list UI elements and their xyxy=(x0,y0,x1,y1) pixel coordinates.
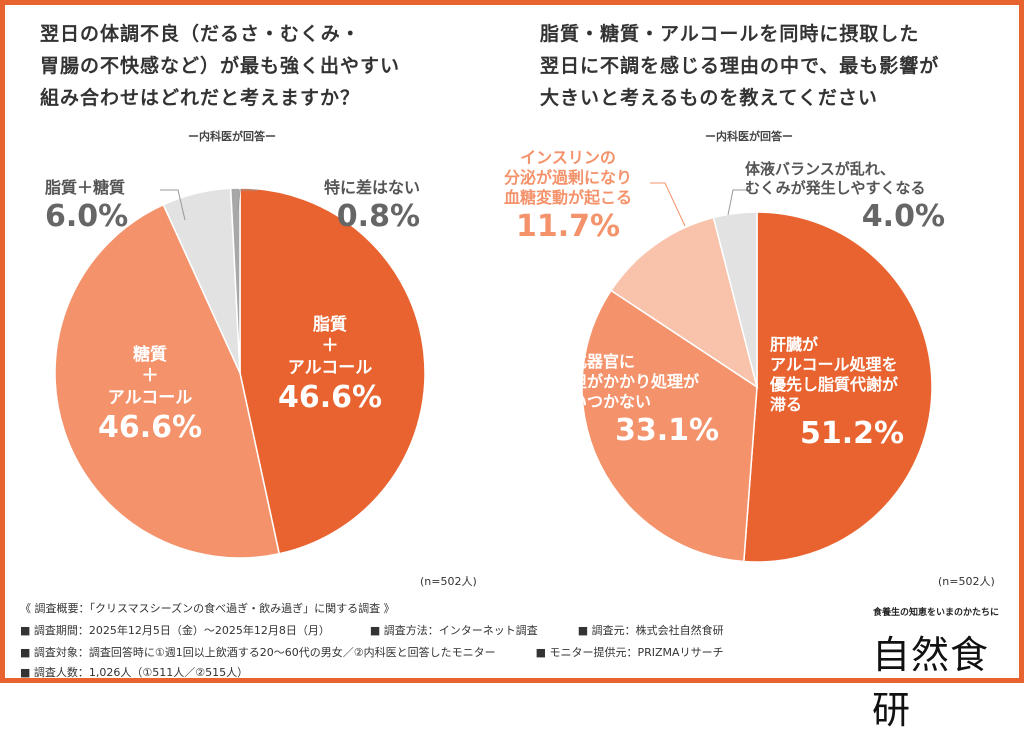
left-n: (n=502人) xyxy=(420,575,477,588)
label-line: 特に差はない xyxy=(323,178,420,197)
survey-period: ■ 調査期間：2025年12月5日（金）～2025年12月8日（月） xyxy=(20,624,330,637)
survey-count: ■ 調査人数：1,026人（①511人／②515人） xyxy=(20,666,249,679)
pie-slice xyxy=(54,203,281,559)
pie-slice xyxy=(229,187,241,374)
title-line: 組み合わせはどれだと考えますか？ xyxy=(40,87,361,109)
label-line: アルコール xyxy=(107,387,193,408)
survey-row: ■ 調査対象：調査回答時に①週1回以上飲酒する20～60代の男女／②内科医と回答… xyxy=(20,644,764,660)
label-line: 追いつかない xyxy=(555,392,652,411)
logo: 自然食研 xyxy=(872,633,990,732)
leader-line xyxy=(237,189,258,211)
pie-slice xyxy=(743,211,933,563)
leader-line xyxy=(727,189,752,216)
logo-tagline: 食養生の知恵をいまのかたちに xyxy=(873,608,1000,618)
label-line: 優先し脂質代謝が xyxy=(770,375,899,394)
label-line: 体液バランスが乱れ、 xyxy=(745,160,895,178)
right-pie xyxy=(581,211,933,563)
label-line: アルコール処理を xyxy=(770,355,898,374)
label-line: 肝臓が xyxy=(770,335,819,354)
slice-label-r1: 消化器官に 負担がかかり処理が 追いつかない 33.1% xyxy=(555,352,719,450)
slice-label-r2: インスリンの 分泌が過剰になり 血糖変動が起こる 11.7% xyxy=(478,148,658,246)
right-n: (n=502人) xyxy=(938,575,995,588)
slice-label-l0: 脂質＋アルコール 46.6% xyxy=(275,315,385,416)
slice-label-l3: 特に差はない 0.8% xyxy=(270,178,420,236)
label-line: 滞る xyxy=(770,395,803,414)
survey-provider: ■ モニター提供元：PRIZMAリサーチ xyxy=(535,646,724,659)
pct-label: 0.8% xyxy=(336,199,420,234)
survey-target: ■ 調査対象：調査回答時に①週1回以上飲酒する20～60代の男女／②内科医と回答… xyxy=(20,646,496,659)
title-line: 脂質・糖質・アルコールを同時に摂取した xyxy=(540,23,920,45)
pie-slice xyxy=(239,187,426,555)
pct-label: 51.2% xyxy=(800,416,905,451)
label-line: インスリンの xyxy=(520,148,616,167)
pct-label: 11.7% xyxy=(515,209,621,244)
label-line: ＋ xyxy=(141,366,159,387)
label-line: 負担がかかり処理が xyxy=(555,372,700,391)
label-line: むくみが発生しやすくなる xyxy=(745,178,926,197)
survey-row: ■ 調査期間：2025年12月5日（金）～2025年12月8日（月） ■ 調査方法… xyxy=(20,622,764,638)
slice-label-l1: 糖質＋アルコール 46.6% xyxy=(95,345,205,446)
label-line: 脂質 xyxy=(313,315,347,335)
slice-label-l2: 脂質＋糖質 6.0% xyxy=(45,178,128,236)
pct-label: 6.0% xyxy=(45,199,129,234)
pie-slice xyxy=(609,216,759,389)
leader-line xyxy=(650,182,686,227)
pct-label: 46.6% xyxy=(277,379,383,415)
leader-line xyxy=(160,189,186,221)
title-line: 翌日の体調不良（だるさ・むくみ・ xyxy=(40,23,361,45)
title-line: 翌日に不調を感じる理由の中で、最も影響が xyxy=(540,55,940,77)
label-line: ＋ xyxy=(321,336,339,357)
left-title: 翌日の体調不良（だるさ・むくみ・ 胃腸の不快感など）が最も強く出やすい 組み合わ… xyxy=(40,18,400,114)
survey-org: ■ 調査元：株式会社自然食研 xyxy=(577,624,724,637)
left-subtitle: ー内科医が回答ー xyxy=(188,130,276,143)
slice-label-r3: 体液バランスが乱れ、 むくみが発生しやすくなる 4.0% xyxy=(745,160,995,235)
pie-charts xyxy=(54,182,933,563)
slice-label-r0: 肝臓が アルコール処理を 優先し脂質代謝が 滞る 51.2% xyxy=(770,335,904,453)
label-line: アルコール xyxy=(287,357,373,378)
pct-label: 4.0% xyxy=(861,198,945,234)
label-line: 脂質＋糖質 xyxy=(45,178,126,197)
pie-slice xyxy=(712,211,758,388)
pct-label: 46.6% xyxy=(97,409,203,445)
survey-method: ■ 調査方法：インターネット調査 xyxy=(369,624,538,637)
pct-label: 33.1% xyxy=(615,413,720,448)
survey-summary: 《 調査概要：「クリスマスシーズンの食べ過ぎ・飲み過ぎ」に関する調査 》 xyxy=(20,602,395,615)
right-title: 脂質・糖質・アルコールを同時に摂取した 翌日に不調を感じる理由の中で、最も影響が… xyxy=(540,18,939,114)
label-line: 消化器官に xyxy=(555,352,636,371)
label-line: 分泌が過剰になり xyxy=(503,168,632,187)
title-line: 大きいと考えるものを教えてください xyxy=(540,87,878,109)
left-pie xyxy=(54,187,426,559)
title-line: 胃腸の不快感など）が最も強く出やすい xyxy=(40,55,401,77)
label-line: 血糖変動が起こる xyxy=(503,188,632,207)
label-line: 糖質 xyxy=(133,345,167,365)
right-subtitle: ー内科医が回答ー xyxy=(705,130,793,143)
